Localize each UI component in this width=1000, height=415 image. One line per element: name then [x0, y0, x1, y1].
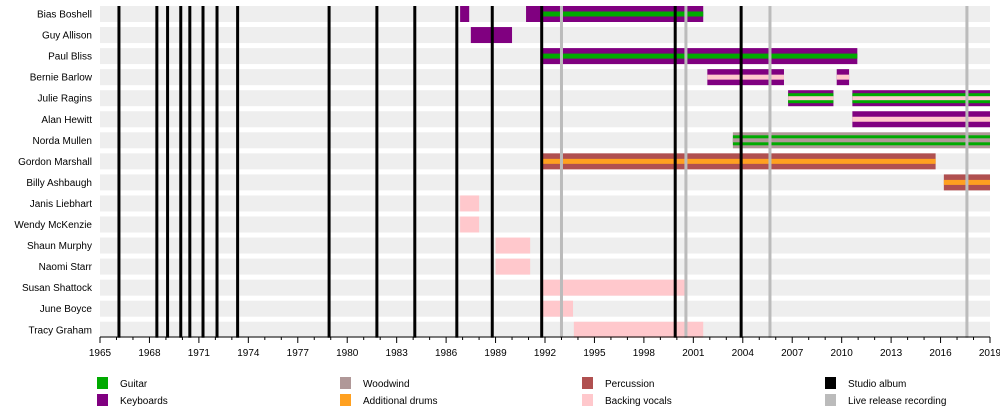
legend-swatch-vocals	[582, 394, 593, 406]
legend-swatch-studio	[825, 377, 836, 389]
x-tick-label: 2010	[831, 348, 854, 359]
bar-vocals	[495, 258, 531, 275]
legend-label-percussion: Percussion	[605, 379, 654, 390]
member-label: Wendy McKenzie	[14, 220, 92, 231]
legend-swatch-keyboards	[97, 394, 108, 406]
x-tick-label: 1995	[583, 348, 606, 359]
row-background	[100, 216, 990, 233]
row-background	[100, 258, 990, 275]
legend-swatch-live	[825, 394, 836, 406]
member-label: Norda Mullen	[33, 136, 92, 147]
bar-vocals	[541, 300, 574, 317]
bar-vocals	[852, 96, 990, 101]
x-tick-label: 1980	[336, 348, 359, 359]
bar-vocals	[460, 216, 480, 233]
legend-label-keyboards: Keyboards	[120, 396, 168, 407]
row-background	[100, 237, 990, 254]
bar-guitar	[541, 11, 704, 17]
x-tick-label: 1986	[435, 348, 458, 359]
x-tick-label: 2019	[979, 348, 1000, 359]
x-tick-label: 1983	[386, 348, 409, 359]
row-background	[100, 90, 990, 107]
bar-vocals	[852, 116, 990, 122]
member-label: Janis Liebhart	[30, 199, 92, 210]
member-label: Julie Ragins	[38, 94, 92, 105]
row-background	[100, 321, 990, 338]
legend-label-vocals: Backing vocals	[605, 396, 672, 407]
bar-keyboards	[526, 6, 542, 22]
member-label: Bias Boshell	[37, 10, 92, 21]
x-tick-label: 2007	[781, 348, 804, 359]
x-tick-label: 1977	[287, 348, 310, 359]
legend-label-woodwind: Woodwind	[363, 379, 410, 390]
x-tick-label: 1974	[237, 348, 260, 359]
member-label: Naomi Starr	[39, 262, 93, 273]
bar-vocals	[707, 74, 784, 80]
bar-vocals	[495, 237, 531, 254]
member-label: Bernie Barlow	[30, 73, 93, 84]
legend-swatch-guitar	[97, 377, 108, 389]
x-tick-label: 1971	[188, 348, 211, 359]
bar-vocals	[573, 321, 704, 338]
row-background	[100, 195, 990, 212]
x-tick-label: 1992	[534, 348, 557, 359]
member-label: Tracy Graham	[28, 325, 92, 336]
legend-label-drums: Additional drums	[363, 396, 437, 407]
x-tick-label: 1989	[484, 348, 507, 359]
member-label: Gordon Marshall	[18, 157, 92, 168]
bar-vocals	[460, 195, 480, 212]
bar-vocals	[788, 96, 834, 101]
row-background	[100, 174, 990, 191]
row-background	[100, 27, 990, 44]
legend-label-live: Live release recording	[848, 396, 946, 407]
member-label: Guy Allison	[42, 31, 92, 42]
member-label: Susan Shattock	[22, 283, 93, 294]
bar-vocals	[836, 74, 850, 80]
legend-swatch-percussion	[582, 377, 593, 389]
legend-swatch-woodwind	[340, 377, 351, 389]
legend-label-guitar: Guitar	[120, 379, 148, 390]
x-tick-label: 1998	[633, 348, 656, 359]
member-label: Paul Bliss	[48, 52, 92, 63]
legend-swatch-drums	[340, 394, 351, 406]
bar-woodwind	[732, 138, 990, 143]
x-tick-label: 2004	[732, 348, 755, 359]
x-tick-label: 2013	[880, 348, 903, 359]
row-background	[100, 111, 990, 128]
legend-label-studio: Studio album	[848, 379, 906, 390]
x-tick-label: 2016	[929, 348, 952, 359]
member-label: Billy Ashbaugh	[26, 178, 92, 189]
bar-drums	[541, 158, 936, 164]
x-tick-label: 1965	[89, 348, 112, 359]
bar-vocals	[541, 279, 687, 296]
row-background	[100, 69, 990, 86]
bar-keyboards	[460, 6, 470, 22]
x-tick-label: 2001	[682, 348, 705, 359]
x-tick-label: 1968	[138, 348, 161, 359]
member-label: Alan Hewitt	[41, 115, 92, 126]
member-label: June Boyce	[40, 304, 93, 315]
bar-guitar	[541, 53, 858, 59]
member-label: Shaun Murphy	[27, 241, 92, 252]
